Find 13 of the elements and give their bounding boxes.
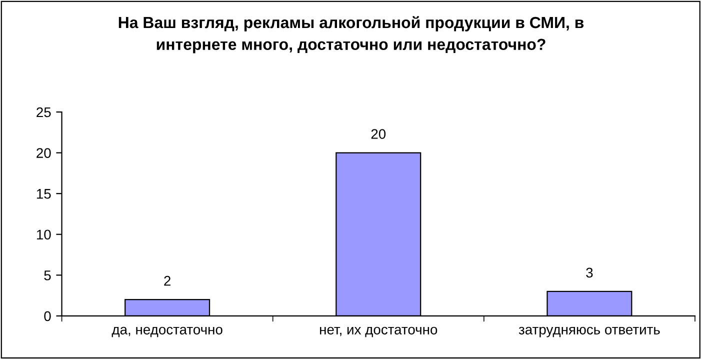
y-tick-label: 0: [44, 311, 51, 322]
y-tick-label: 5: [44, 270, 51, 280]
data-label: 3: [586, 268, 593, 278]
data-label: 20: [371, 129, 386, 139]
y-tick-label: 10: [36, 230, 51, 240]
y-tick-label: 15: [36, 189, 51, 199]
x-tick-label: затрудняюсь ответить: [518, 326, 660, 338]
x-tick-label: да, недостаточно: [112, 326, 222, 338]
y-tick-label: 25: [36, 107, 51, 118]
chart-title: На Ваш взгляд, рекламы алкогольной продукции в СМИ, в интернете много, достаточно или недостаточно?: [118, 16, 584, 54]
data-label: 2: [164, 276, 170, 286]
x-tick-label: нет, их достаточно: [320, 326, 438, 338]
y-tick-label: 20: [36, 148, 51, 158]
